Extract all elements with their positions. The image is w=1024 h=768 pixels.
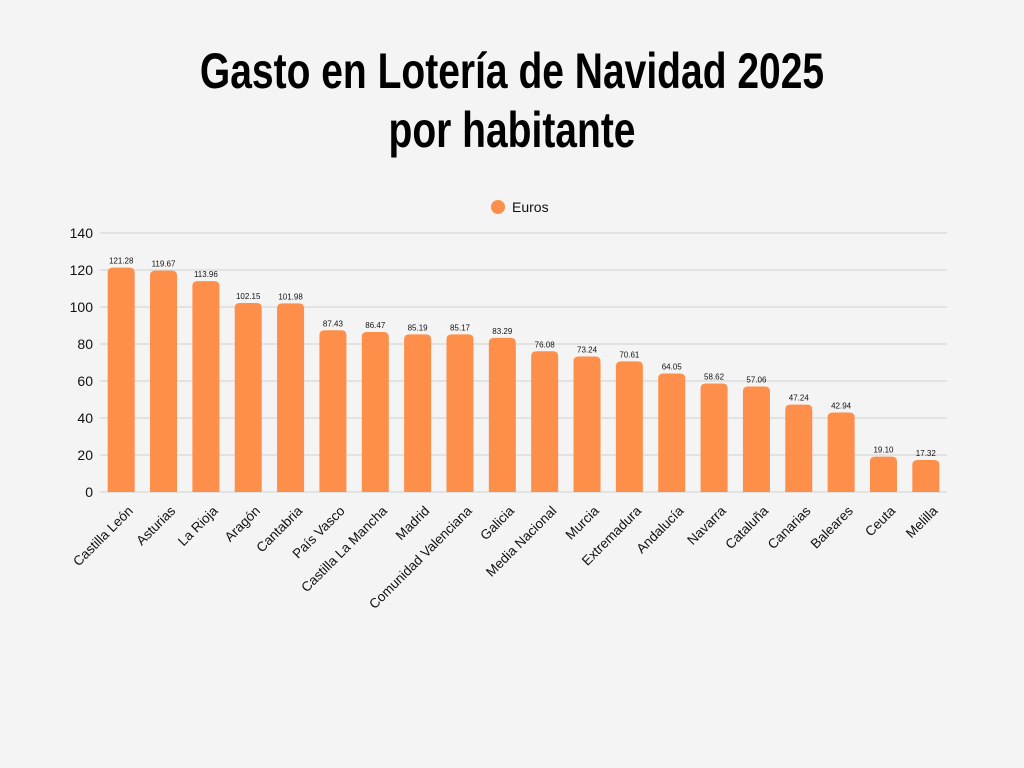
- data-label: 85.17: [450, 323, 471, 332]
- bar: [277, 303, 305, 492]
- x-tick-label: Galicia: [477, 503, 517, 543]
- data-label: 85.19: [408, 323, 429, 332]
- data-label: 73.24: [577, 346, 598, 355]
- x-tick-label: Castilla León: [70, 503, 136, 569]
- x-tick-label: Madrid: [393, 503, 433, 543]
- bar: [700, 383, 728, 492]
- data-label: 19.10: [873, 446, 894, 455]
- x-tick-label: La Rioja: [175, 503, 221, 549]
- data-label: 102.15: [236, 292, 261, 301]
- y-tick-label: 20: [77, 447, 93, 463]
- data-label: 101.98: [278, 292, 303, 301]
- bar: [827, 412, 855, 492]
- legend-marker: [491, 200, 505, 214]
- data-label: 58.62: [704, 373, 725, 382]
- data-label: 70.61: [619, 350, 640, 359]
- x-tick-label: Canarias: [765, 503, 814, 552]
- x-tick-label: Murcia: [563, 503, 603, 543]
- data-label: 86.47: [365, 321, 386, 330]
- bar: [446, 334, 474, 492]
- y-tick-label: 40: [77, 410, 93, 426]
- chart-title-line-2: por habitante: [388, 102, 636, 158]
- bar: [615, 361, 643, 492]
- y-tick-label: 100: [70, 299, 94, 315]
- y-tick-label: 80: [77, 336, 93, 352]
- x-tick-label: Aragón: [222, 503, 263, 544]
- data-label: 47.24: [789, 394, 810, 403]
- x-tick-label: Ceuta: [862, 503, 898, 539]
- data-label: 121.28: [109, 257, 134, 266]
- bar: [785, 404, 813, 492]
- bar: [573, 356, 601, 492]
- bar: [531, 351, 559, 492]
- bar: [742, 386, 770, 492]
- bar: [234, 303, 262, 492]
- chart-title-line-1: Gasto en Lotería de Navidad 2025: [199, 43, 825, 99]
- x-tick-label: Asturias: [133, 503, 178, 548]
- x-tick-label: Melilla: [903, 503, 941, 541]
- y-tick-label: 120: [70, 262, 94, 278]
- data-label: 42.94: [831, 402, 852, 411]
- data-label: 57.06: [746, 375, 767, 384]
- data-label: 87.43: [323, 319, 344, 328]
- x-tick-label: Cataluña: [722, 503, 771, 552]
- bar: [912, 459, 940, 492]
- data-label: 17.32: [916, 449, 937, 458]
- legend-label: Euros: [512, 199, 549, 215]
- bar: [361, 332, 389, 492]
- bar: [658, 373, 686, 492]
- data-label: 113.96: [194, 270, 218, 279]
- data-label: 64.05: [662, 363, 683, 372]
- data-label: 119.67: [152, 260, 176, 269]
- x-tick-label: Baleares: [808, 503, 856, 551]
- bar: [869, 456, 897, 492]
- bar: [192, 281, 220, 492]
- y-tick-label: 60: [77, 373, 93, 389]
- x-tick-label: Andalucía: [633, 503, 686, 556]
- y-tick-label: 140: [70, 225, 94, 241]
- bar: [107, 267, 135, 492]
- data-label: 83.29: [492, 327, 513, 336]
- data-label: 76.08: [535, 340, 556, 349]
- y-tick-label: 0: [85, 484, 93, 500]
- bar: [319, 330, 347, 492]
- bar: [404, 334, 432, 492]
- bar: [488, 337, 516, 492]
- bar: [150, 270, 178, 492]
